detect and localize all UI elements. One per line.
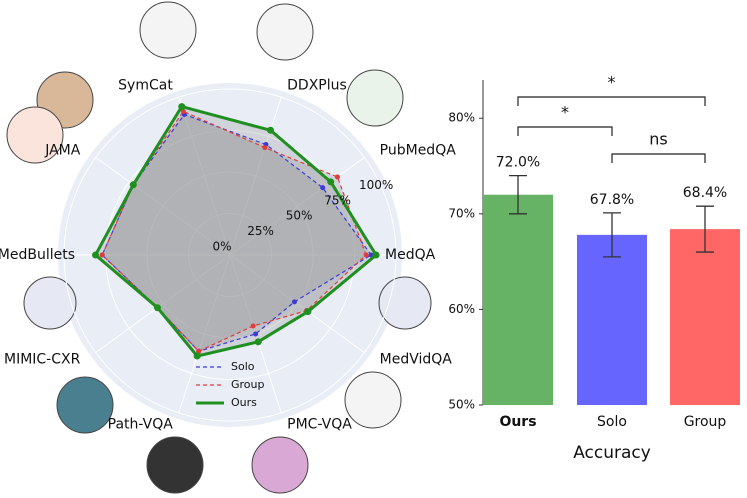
r-tick-label: 100% bbox=[359, 178, 393, 192]
series-area bbox=[102, 111, 367, 352]
point bbox=[99, 252, 105, 258]
icon bbox=[56, 376, 114, 434]
legend-label: Solo bbox=[231, 360, 255, 373]
axis-label: MIMIC-CXR bbox=[4, 352, 81, 368]
spoke bbox=[178, 96, 231, 256]
axis-label: PMC-VQA bbox=[287, 416, 352, 432]
legend-label: Ours bbox=[231, 396, 257, 409]
r-tick-label: 25% bbox=[247, 224, 274, 238]
r-tick-label: 50% bbox=[286, 209, 313, 223]
axis-label: JAMA bbox=[44, 142, 81, 158]
point bbox=[262, 145, 268, 151]
y-tick-label: 50% bbox=[448, 398, 475, 412]
axis-label: PubMedQA bbox=[380, 142, 457, 158]
icon bbox=[6, 106, 64, 164]
x-tick-label: Solo bbox=[597, 414, 627, 430]
significance-label: * bbox=[608, 73, 616, 92]
bar bbox=[670, 229, 740, 405]
series-area bbox=[95, 106, 377, 357]
x-tick-label: Ours bbox=[499, 414, 536, 430]
value-label: 68.4% bbox=[683, 185, 727, 201]
significance-label: ns bbox=[649, 130, 667, 149]
y-tick-label: 80% bbox=[448, 111, 475, 125]
icon bbox=[346, 69, 404, 127]
point bbox=[334, 174, 340, 180]
spoke bbox=[95, 157, 231, 256]
spoke bbox=[229, 96, 282, 256]
axis-label: MedBullets bbox=[0, 247, 75, 263]
value-label: 72.0% bbox=[496, 155, 540, 171]
axis-label: MedQA bbox=[385, 247, 436, 263]
axis-label: DDXPlus bbox=[287, 78, 347, 94]
series-line bbox=[101, 113, 372, 352]
icon bbox=[23, 276, 77, 330]
y-tick-label: 70% bbox=[448, 206, 475, 220]
point bbox=[267, 126, 275, 134]
significance-bracket bbox=[517, 126, 613, 136]
significance-label: * bbox=[561, 103, 569, 122]
icon bbox=[139, 1, 197, 59]
point bbox=[129, 181, 137, 189]
y-tick-label: 60% bbox=[448, 302, 475, 316]
point bbox=[327, 178, 335, 186]
r-tick-label: 75% bbox=[324, 193, 351, 207]
icon bbox=[256, 3, 314, 61]
spoke bbox=[95, 254, 231, 353]
point bbox=[92, 251, 100, 259]
point bbox=[254, 338, 262, 346]
spoke bbox=[229, 254, 365, 353]
spoke bbox=[178, 254, 231, 414]
point bbox=[250, 323, 256, 329]
icon bbox=[146, 436, 204, 494]
icons bbox=[6, 1, 432, 494]
point bbox=[153, 304, 161, 312]
legend-label: Group bbox=[231, 378, 265, 391]
significance-bracket bbox=[611, 153, 706, 163]
icon bbox=[378, 276, 432, 330]
bar bbox=[577, 234, 647, 405]
icon bbox=[251, 436, 309, 494]
icon bbox=[344, 371, 402, 429]
point bbox=[372, 251, 380, 259]
point bbox=[291, 299, 297, 305]
significance-bracket bbox=[517, 96, 706, 106]
x-tick-label: Group bbox=[684, 414, 727, 430]
bar bbox=[483, 194, 553, 405]
axis-label: Path-VQA bbox=[108, 416, 174, 432]
point bbox=[253, 331, 259, 337]
spoke bbox=[229, 157, 365, 256]
axis-label: SymCat bbox=[118, 78, 173, 94]
point bbox=[320, 185, 326, 191]
point bbox=[178, 103, 186, 111]
value-label: 67.8% bbox=[590, 192, 634, 208]
r-tick-label: 0% bbox=[212, 240, 231, 254]
point bbox=[363, 252, 369, 258]
point bbox=[304, 308, 312, 316]
point bbox=[193, 352, 201, 360]
axis-label: MedVidQA bbox=[380, 352, 453, 368]
x-axis-label: Accuracy bbox=[573, 443, 651, 463]
